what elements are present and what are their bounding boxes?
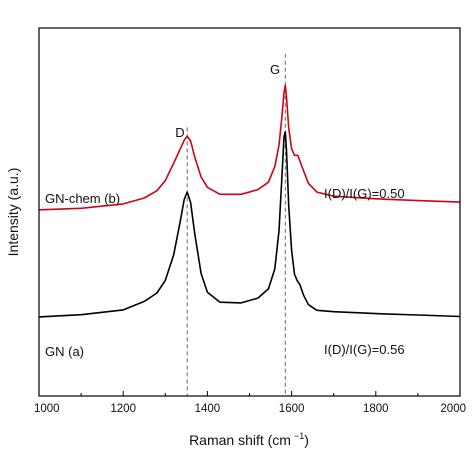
x-axis-label-superscript: −1: [294, 431, 304, 441]
plot-area: [38, 53, 461, 396]
x-tick-label: 1600: [279, 403, 305, 415]
ratio-gn-chem: I(D)/I(G)=0.50: [324, 186, 405, 201]
label-gn-chem: GN-chem (b): [45, 191, 120, 206]
y-axis-label: Intensity (a.u.): [5, 168, 21, 257]
x-tick-label: 2000: [440, 403, 466, 415]
x-axis-label-main: Raman shift (cm: [189, 432, 291, 448]
peak-label-g: G: [270, 62, 280, 77]
x-axis-label-close: ): [304, 432, 309, 448]
plot-frame: [38, 27, 461, 397]
x-axis: 1000 1200 1400 1600 1800 2000: [34, 391, 466, 415]
peak-label-d: D: [175, 125, 184, 140]
x-tick-label: 1400: [195, 403, 221, 415]
x-tick-label: 1200: [110, 403, 136, 415]
x-axis-label: Raman shift (cm −1): [189, 431, 309, 448]
series-line-gn: [38, 131, 461, 318]
x-tick-label: 1800: [363, 403, 389, 415]
series-line-gn-chem: [38, 84, 461, 211]
x-tick-label: 1000: [34, 403, 60, 415]
label-gn: GN (a): [45, 344, 84, 359]
ratio-gn: I(D)/I(G)=0.56: [324, 342, 405, 357]
